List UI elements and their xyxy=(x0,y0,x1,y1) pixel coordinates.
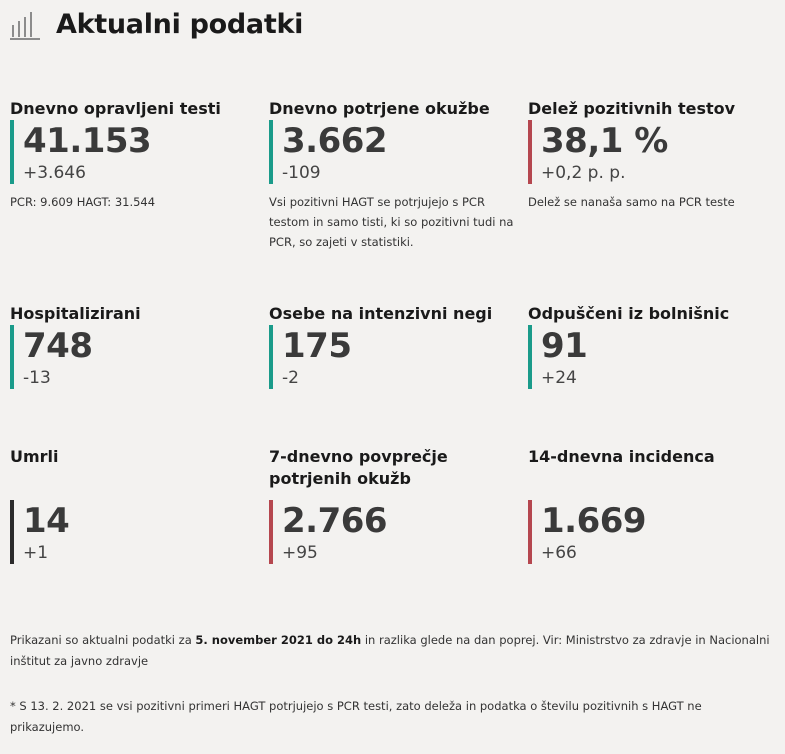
stat-value: 2.766 xyxy=(282,501,388,541)
page-header: Aktualni podatki xyxy=(10,4,303,44)
stat-value: 91 xyxy=(541,326,588,366)
stat-value-box: 1.669 +66 xyxy=(528,500,776,564)
accent-bar xyxy=(528,500,532,564)
page-title: Aktualni podatki xyxy=(56,8,304,40)
bar-chart-icon xyxy=(10,12,40,40)
stat-value-box: 41.153 +3.646 xyxy=(10,120,258,184)
stat-card-daily-tests: Dnevno opravljeni testi 41.153 +3.646 PC… xyxy=(10,98,258,212)
stat-value: 748 xyxy=(23,326,93,366)
stat-value-box: 14 +1 xyxy=(10,500,258,564)
stat-value: 3.662 xyxy=(282,121,388,161)
stat-delta: +24 xyxy=(541,368,577,388)
stat-label: Delež pozitivnih testov xyxy=(528,99,736,118)
stat-delta: -13 xyxy=(23,368,51,388)
stat-note: Vsi pozitivni HAGT se potrjujejo s PCR t… xyxy=(269,195,514,249)
stat-value-box: 748 -13 xyxy=(10,325,258,389)
stat-value-box: 2.766 +95 xyxy=(269,500,517,564)
stat-card-7day-average: 7-dnevno povprečje potrjenih okužb 2.766… xyxy=(269,446,517,564)
stat-value: 14 xyxy=(23,501,70,541)
stat-card-discharged: Odpuščeni iz bolnišnic 91 +24 xyxy=(528,303,776,389)
stat-card-positive-share: Delež pozitivnih testov 38,1 % +0,2 p. p… xyxy=(528,98,776,212)
footer-date: 5. november 2021 do 24h xyxy=(195,633,362,647)
stat-note: PCR: 9.609 HAGT: 31.544 xyxy=(10,195,156,209)
stat-card-deaths: Umrli 14 +1 xyxy=(10,446,258,564)
stat-delta: -109 xyxy=(282,163,321,183)
stat-delta: +95 xyxy=(282,543,318,563)
footer-source-note: Prikazani so aktualni podatki za 5. nove… xyxy=(10,630,772,672)
footer-hagt-note: * S 13. 2. 2021 se vsi pozitivni primeri… xyxy=(10,699,702,734)
accent-bar xyxy=(269,120,273,184)
stat-label: 14-dnevna incidenca xyxy=(528,447,715,466)
stat-delta: +1 xyxy=(23,543,49,563)
stat-delta: +66 xyxy=(541,543,577,563)
stat-label: Dnevno potrjene okužbe xyxy=(269,99,490,118)
stat-card-hospitalized: Hospitalizirani 748 -13 xyxy=(10,303,258,389)
stat-card-intensive-care: Osebe na intenzivni negi 175 -2 xyxy=(269,303,517,389)
stat-value: 41.153 xyxy=(23,121,152,161)
footer-text-post: in razlika glede na dan poprej. Vir: Min… xyxy=(10,633,770,668)
stat-card-confirmed-infections: Dnevno potrjene okužbe 3.662 -109 Vsi po… xyxy=(269,98,517,252)
stat-value-box: 3.662 -109 xyxy=(269,120,517,184)
stat-delta: -2 xyxy=(282,368,299,388)
stat-label: Hospitalizirani xyxy=(10,304,141,323)
accent-bar xyxy=(10,120,14,184)
stat-card-14day-incidence: 14-dnevna incidenca 1.669 +66 xyxy=(528,446,776,564)
stat-label: Umrli xyxy=(10,447,59,466)
stat-value-box: 175 -2 xyxy=(269,325,517,389)
stat-label: Dnevno opravljeni testi xyxy=(10,99,221,118)
stat-note: Delež se nanaša samo na PCR teste xyxy=(528,195,735,209)
stat-value: 175 xyxy=(282,326,352,366)
footer-text-pre: Prikazani so aktualni podatki za xyxy=(10,633,196,647)
stat-value-box: 91 +24 xyxy=(528,325,776,389)
accent-bar xyxy=(528,325,532,389)
accent-bar xyxy=(10,325,14,389)
stat-value-box: 38,1 % +0,2 p. p. xyxy=(528,120,776,184)
accent-bar xyxy=(10,500,14,564)
accent-bar xyxy=(269,500,273,564)
stat-value: 1.669 xyxy=(541,501,647,541)
stat-delta: +3.646 xyxy=(23,163,86,183)
stat-label: 7-dnevno povprečje potrjenih okužb xyxy=(269,447,448,488)
accent-bar xyxy=(269,325,273,389)
stat-delta: +0,2 p. p. xyxy=(541,163,626,183)
accent-bar xyxy=(528,120,532,184)
stat-value: 38,1 % xyxy=(541,121,668,161)
stat-label: Odpuščeni iz bolnišnic xyxy=(528,304,730,323)
stat-label: Osebe na intenzivni negi xyxy=(269,304,493,323)
